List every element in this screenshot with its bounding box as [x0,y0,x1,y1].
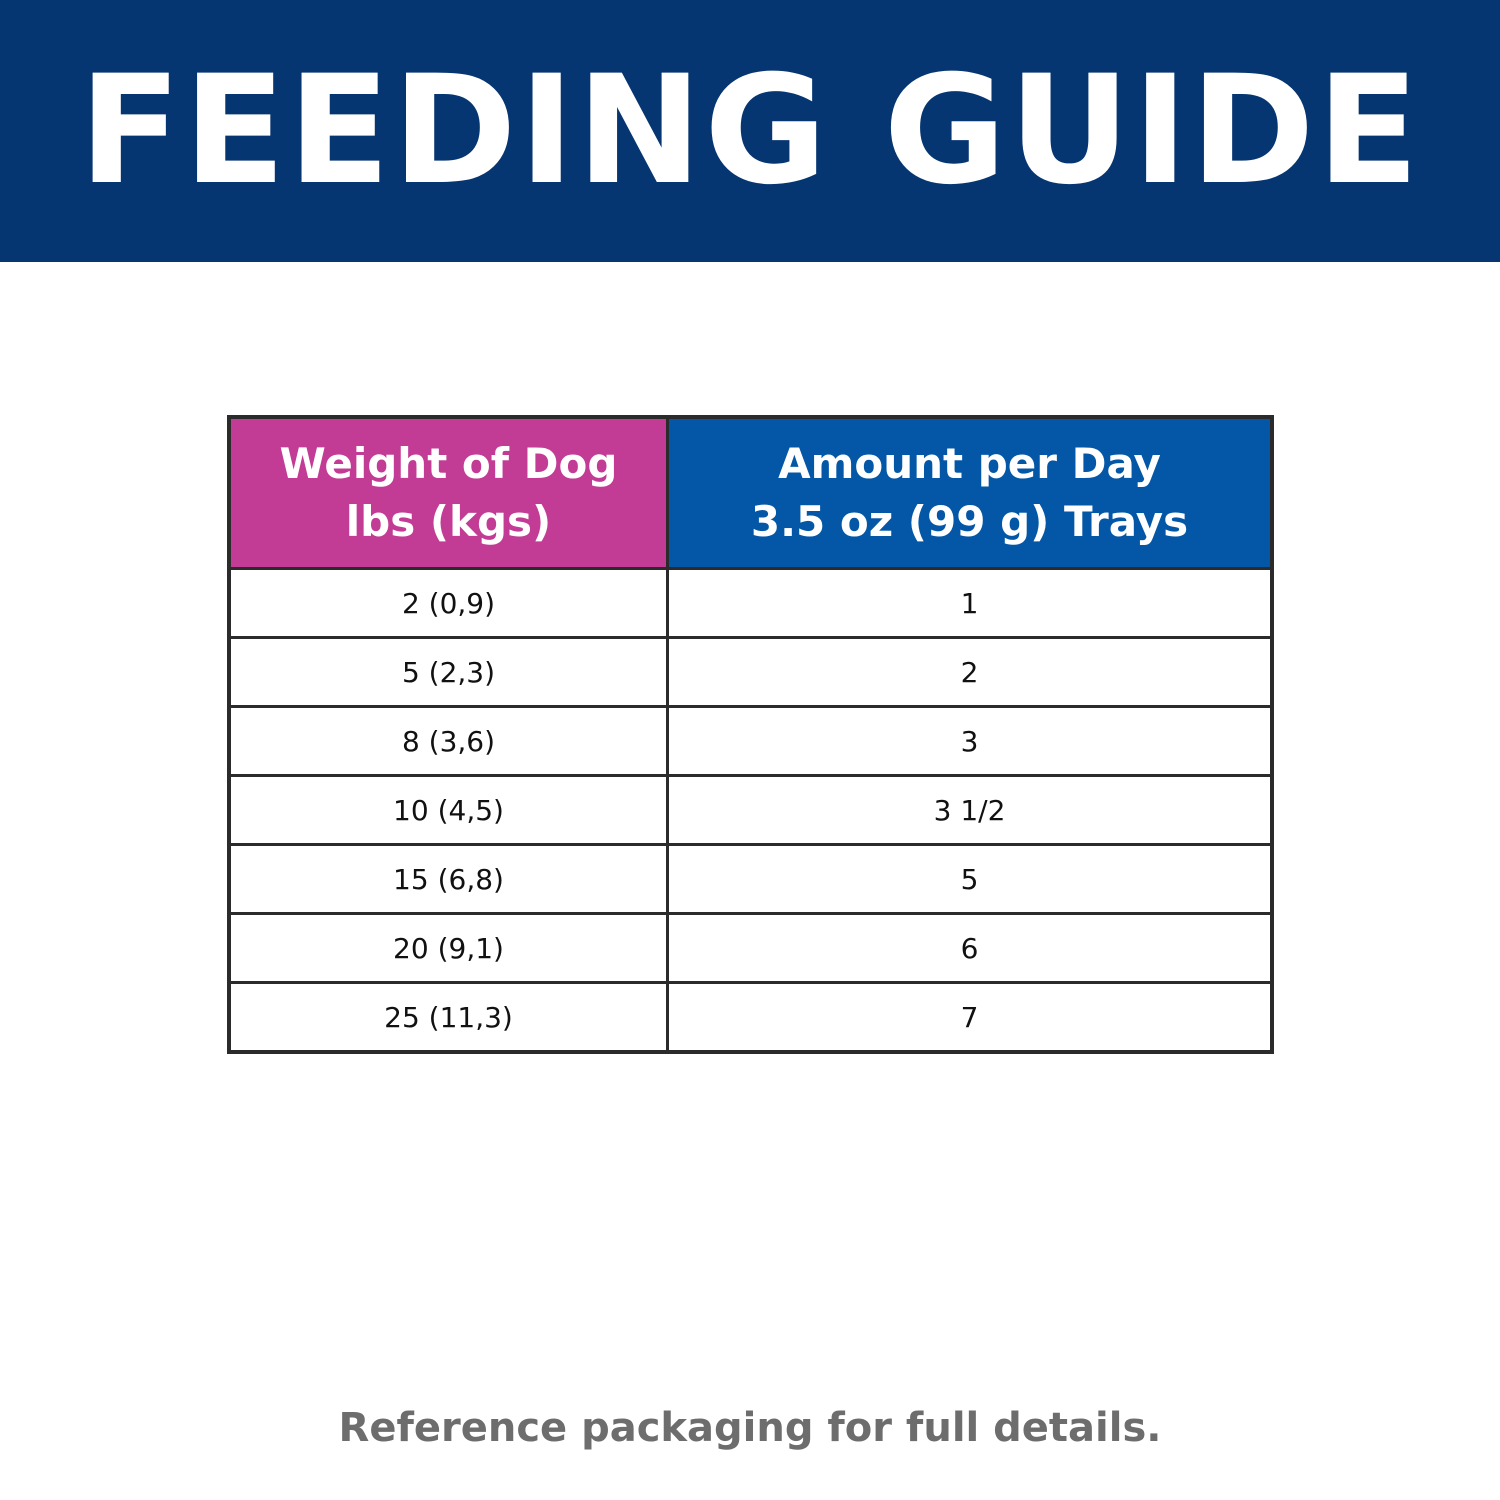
table-cell: 2 (0,9) [227,567,669,639]
table-cell: 5 [666,843,1274,915]
table-cell: 2 [666,636,1274,708]
table-cell: 5 (2,3) [227,636,669,708]
title: FEEDING GUIDE [0,0,1500,262]
footer-note: Reference packaging for full details. [338,1405,1162,1451]
table-cell: 6 [666,912,1274,984]
table-cell: 15 (6,8) [227,843,669,915]
header-row: Weight of Dog lbs (kgs) Amount per Day 3.5 … [227,415,1274,570]
table-cell: 3 [666,705,1274,777]
header-line: Weight of Dog [279,439,618,488]
header-line: Amount per Day [778,439,1161,488]
table-row: 8 (3,6) 3 [227,705,1274,777]
table-cell: 25 (11,3) [227,981,669,1054]
table-cell: 7 [666,981,1274,1054]
table-row: 25 (11,3) 7 [227,981,1274,1054]
table-row: 10 (4,5) 3 1/2 [227,774,1274,846]
table-cell: 3 1/2 [666,774,1274,846]
table-cell: 8 (3,6) [227,705,669,777]
table-row: 2 (0,9) 1 [227,567,1274,639]
table-cell: 10 (4,5) [227,774,669,846]
column-header: Weight of Dog lbs (kgs) [227,415,669,570]
feeding-table: Weight of Dog lbs (kgs) Amount per Day 3.5 … [227,415,1274,1054]
table-cell: 1 [666,567,1274,639]
header-line: 3.5 oz (99 g) Trays [750,497,1189,546]
table-row: 5 (2,3) 2 [227,636,1274,708]
table-row: 20 (9,1) 6 [227,912,1274,984]
table-row: 15 (6,8) 5 [227,843,1274,915]
header-line: lbs (kgs) [345,497,552,546]
column-header: Amount per Day 3.5 oz (99 g) Trays [666,415,1274,570]
table-cell: 20 (9,1) [227,912,669,984]
